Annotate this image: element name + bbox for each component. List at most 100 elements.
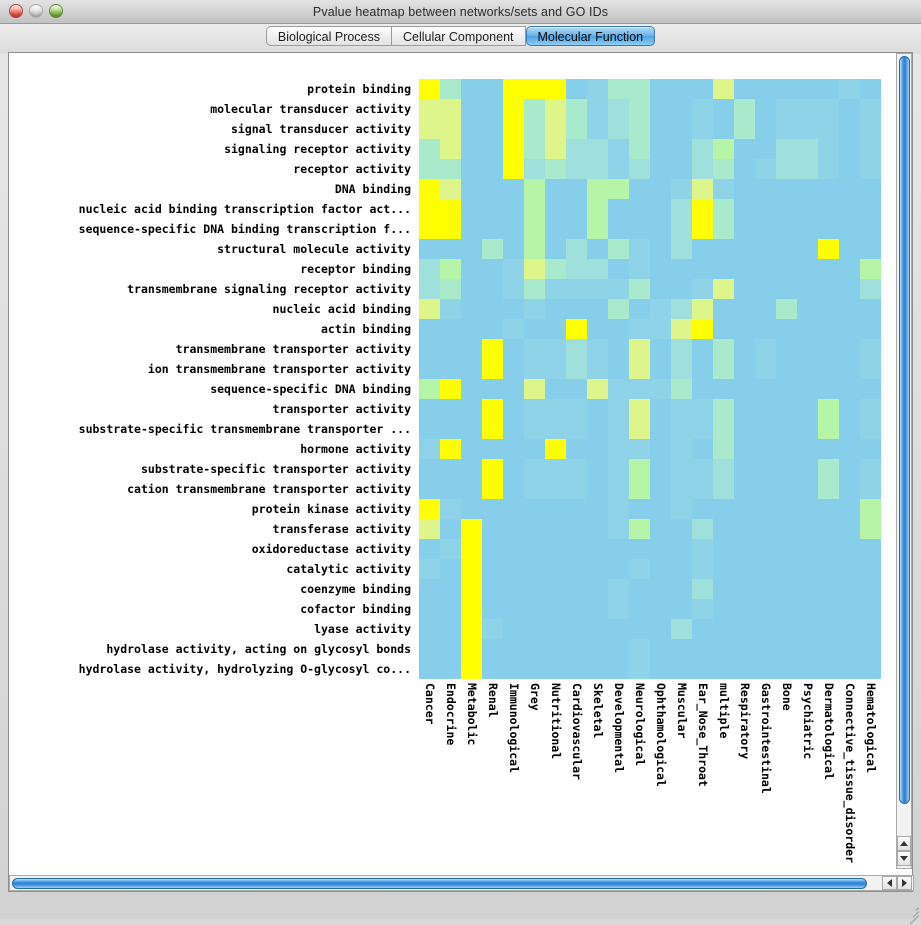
heatmap-cell [545, 239, 566, 259]
heatmap-cell [587, 79, 608, 99]
heatmap-cell [545, 459, 566, 479]
column-label-text: multiple [716, 683, 731, 739]
heatmap-cell [419, 419, 440, 439]
heatmap-cell [608, 439, 629, 459]
tab-biological-process[interactable]: Biological Process [265, 26, 393, 46]
heatmap-cell [734, 99, 755, 119]
heatmap-cell [419, 519, 440, 539]
heatmap-cell [734, 539, 755, 559]
heatmap-cell [839, 399, 860, 419]
scroll-up-arrow-icon[interactable] [897, 836, 911, 851]
row-label: hydrolase activity, acting on glycosyl b… [106, 642, 411, 656]
heatmap-cell [818, 279, 839, 299]
heatmap-cell [482, 559, 503, 579]
resize-grip[interactable] [905, 903, 919, 925]
heatmap-cell [440, 639, 461, 659]
minimize-button[interactable] [29, 4, 43, 18]
heatmap-cell [524, 559, 545, 579]
heatmap-cell [713, 259, 734, 279]
scroll-left-arrow-icon[interactable] [882, 876, 897, 890]
heatmap-cell [608, 419, 629, 439]
heatmap-cell [545, 79, 566, 99]
scroll-down-arrow-icon[interactable] [897, 851, 911, 866]
heatmap-cell [545, 579, 566, 599]
scroll-right-arrow-icon[interactable] [897, 876, 912, 890]
heatmap-cell [713, 179, 734, 199]
heatmap-cell [524, 499, 545, 519]
row-label: sequence-specific DNA binding [210, 382, 411, 396]
heatmap-cell [566, 159, 587, 179]
vertical-scrollbar[interactable] [896, 53, 912, 869]
heatmap-cell [440, 439, 461, 459]
heatmap-cell [524, 579, 545, 599]
heatmap-cell [692, 439, 713, 459]
heatmap-cell [734, 199, 755, 219]
heatmap-cell [440, 279, 461, 299]
heatmap-cell [671, 519, 692, 539]
heatmap-cell [524, 119, 545, 139]
heatmap-cell [671, 279, 692, 299]
heatmap-cell [839, 239, 860, 259]
heatmap-cell [734, 499, 755, 519]
heatmap-cell [419, 219, 440, 239]
heatmap-cell [671, 359, 692, 379]
row-label: hydrolase activity, hydrolyzing O-glycos… [78, 662, 411, 676]
heatmap-cell [419, 99, 440, 119]
heatmap-cell [734, 579, 755, 599]
heatmap-cell [734, 479, 755, 499]
heatmap-cell [797, 319, 818, 339]
heatmap-cell [440, 519, 461, 539]
heatmap-cell [524, 279, 545, 299]
heatmap-cell [713, 79, 734, 99]
heatmap-cell [545, 499, 566, 519]
heatmap-cell [440, 159, 461, 179]
heatmap-cell [650, 199, 671, 219]
heatmap-cell [608, 539, 629, 559]
heatmap-cell [629, 359, 650, 379]
zoom-button[interactable] [49, 4, 63, 18]
tab-molecular-function[interactable]: Molecular Function [525, 26, 656, 46]
column-label-text: Cardiovascular [569, 683, 584, 780]
heatmap-cell [629, 479, 650, 499]
heatmap-cell [524, 659, 545, 679]
column-label: Endocrine [440, 681, 461, 867]
horizontal-scrollbar[interactable] [9, 875, 914, 891]
heatmap-cell [587, 439, 608, 459]
heatmap-cell [503, 359, 524, 379]
row-label: cofactor binding [300, 602, 411, 616]
close-button[interactable] [9, 4, 23, 18]
heatmap-cell [650, 159, 671, 179]
column-label: Metabolic [461, 681, 482, 867]
tab-cellular-component[interactable]: Cellular Component [392, 26, 526, 46]
heatmap-cell [713, 619, 734, 639]
heatmap-cell [545, 399, 566, 419]
heatmap-cell [692, 399, 713, 419]
heatmap-cell [419, 539, 440, 559]
heatmap-cell [671, 419, 692, 439]
heatmap-cell [650, 619, 671, 639]
heatmap-cell [755, 519, 776, 539]
heatmap-cell [629, 79, 650, 99]
heatmap-cell [419, 599, 440, 619]
heatmap-cell [629, 119, 650, 139]
heatmap-cell [587, 659, 608, 679]
heatmap-cell [503, 559, 524, 579]
heatmap-cell [629, 219, 650, 239]
heatmap-cell [587, 239, 608, 259]
heatmap-cell [419, 659, 440, 679]
heatmap-cell [671, 239, 692, 259]
heatmap-cell [713, 579, 734, 599]
heatmap-cell [503, 639, 524, 659]
horizontal-scrollbar-thumb[interactable] [12, 878, 867, 889]
heatmap-cell [608, 79, 629, 99]
vertical-scrollbar-thumb[interactable] [899, 56, 910, 804]
heatmap-cell [671, 119, 692, 139]
heatmap-cell [734, 599, 755, 619]
column-label: Muscular [671, 681, 692, 867]
heatmap-cell [482, 399, 503, 419]
heatmap-cell [524, 479, 545, 499]
heatmap-cell [860, 419, 881, 439]
heatmap-cell [482, 119, 503, 139]
heatmap-cell [545, 179, 566, 199]
column-label: Cardiovascular [566, 681, 587, 867]
